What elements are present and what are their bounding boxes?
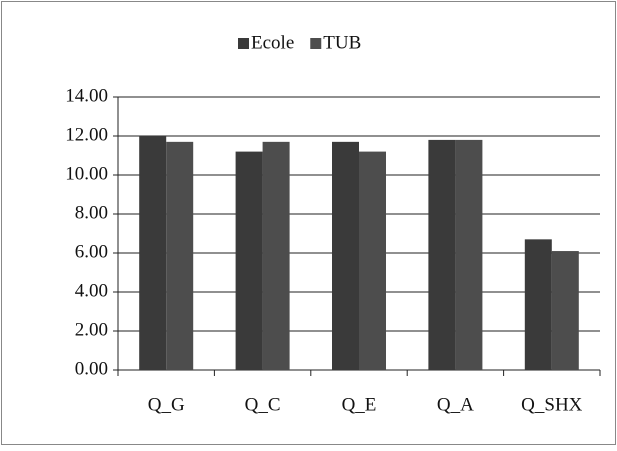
y-tick-label: 6.00 bbox=[75, 241, 108, 262]
bar bbox=[332, 141, 359, 370]
y-tick-label: 4.00 bbox=[75, 280, 108, 301]
legend-swatch bbox=[238, 38, 249, 49]
bar bbox=[524, 239, 552, 370]
bar bbox=[455, 139, 483, 370]
x-tick-label: Q_A bbox=[437, 394, 474, 415]
y-tick-label: 14.00 bbox=[65, 85, 108, 106]
y-tick-label: 8.00 bbox=[75, 202, 108, 223]
bar bbox=[551, 251, 579, 370]
x-tick-label: Q_SHX bbox=[521, 394, 583, 415]
bar bbox=[166, 141, 194, 370]
legend-label: Ecole bbox=[251, 32, 294, 53]
x-tick-label: Q_G bbox=[148, 394, 185, 415]
bar bbox=[359, 151, 386, 370]
y-tick-label: 2.00 bbox=[75, 319, 108, 340]
y-tick-label: 10.00 bbox=[65, 163, 108, 184]
x-tick-label: Q_C bbox=[245, 394, 281, 415]
bar bbox=[262, 141, 290, 370]
legend-swatch bbox=[310, 38, 322, 49]
legend-label: TUB bbox=[323, 32, 361, 53]
bar bbox=[139, 136, 167, 370]
x-tick-label: Q_E bbox=[342, 394, 377, 415]
bar bbox=[428, 139, 456, 370]
bar bbox=[235, 151, 263, 370]
y-tick-label: 12.00 bbox=[65, 124, 108, 145]
y-tick-label: 0.00 bbox=[75, 358, 108, 379]
